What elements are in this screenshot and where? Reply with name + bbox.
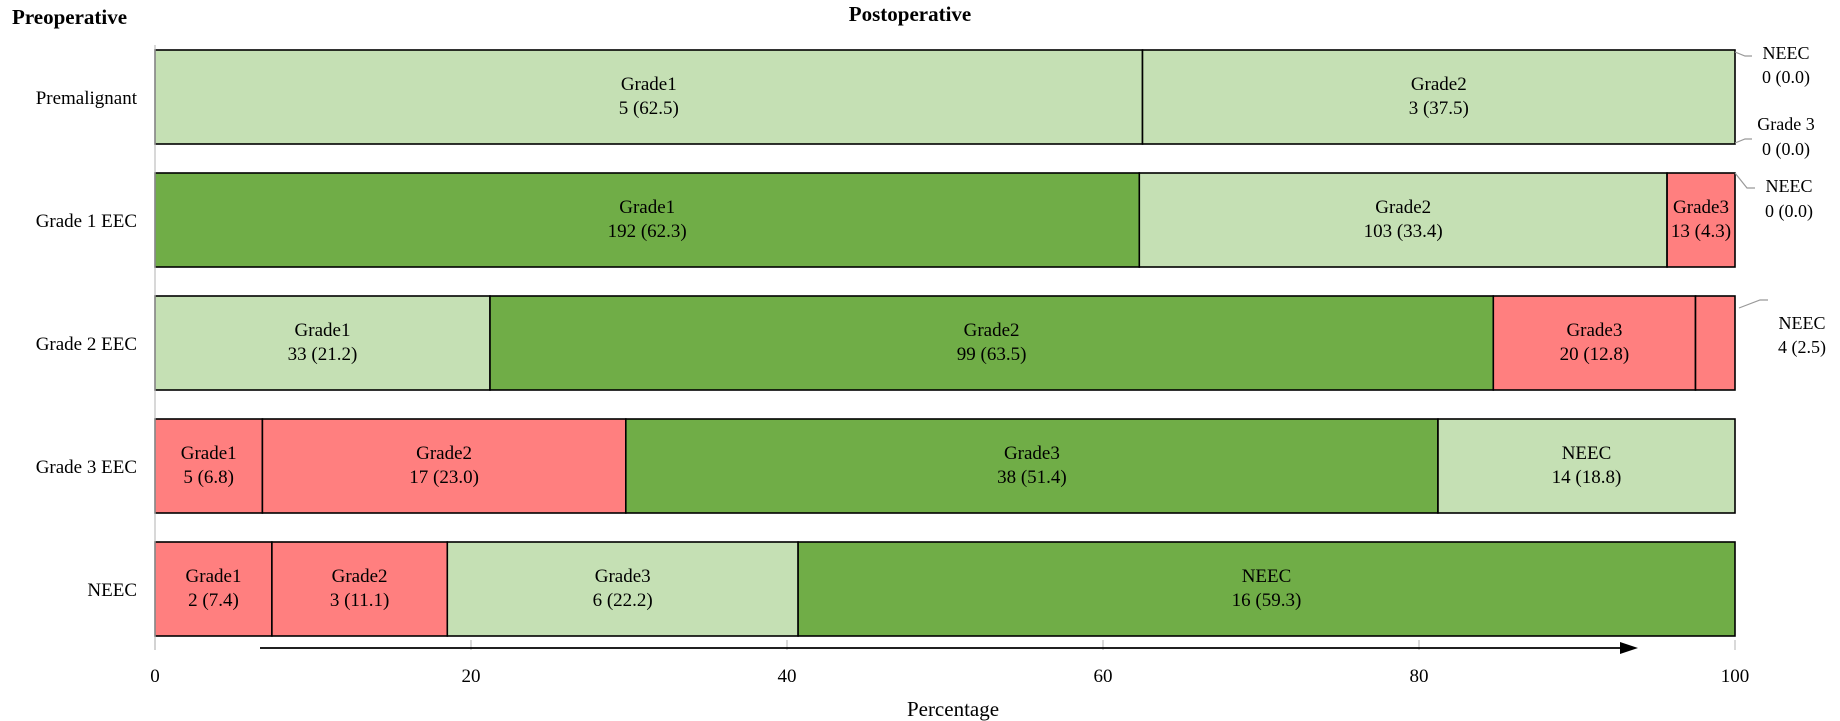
row-label-grade-2-eec: Grade 2 EEC <box>36 334 137 355</box>
segment-value-grade-1-eec-grade3: 13 (4.3) <box>1671 221 1731 242</box>
callout-leader-premalignant-grade-3 <box>1734 138 1752 144</box>
segment-label-neec-grade1: Grade1 <box>186 566 242 587</box>
segment-label-grade-2-eec-grade2: Grade2 <box>964 320 1020 341</box>
segment-value-grade-1-eec-grade1: 192 (62.3) <box>608 221 687 242</box>
segment-value-grade-2-eec-grade3: 20 (12.8) <box>1560 344 1630 365</box>
row-label-grade-3-eec: Grade 3 EEC <box>36 457 137 478</box>
arrow-head-icon <box>1620 642 1638 654</box>
segment-value-grade-3-eec-grade1: 5 (6.8) <box>183 467 234 488</box>
callout-leader-grade-2-eec-neec <box>1738 299 1768 309</box>
segment-label-neec-neec: NEEC <box>1242 566 1292 587</box>
row-label-premalignant: Premalignant <box>36 88 138 109</box>
segment-value-grade-3-eec-grade3: 38 (51.4) <box>997 467 1067 488</box>
x-tick-label-60: 60 <box>1094 666 1113 687</box>
postoperative-header: Postoperative <box>849 2 971 26</box>
segment-label-grade-1-eec-grade3: Grade3 <box>1673 197 1729 218</box>
segment-value-grade-3-eec-neec: 14 (18.8) <box>1552 467 1622 488</box>
callout-label-premalignant-neec: NEEC <box>1763 43 1810 63</box>
bar-segment-grade-2-eec-grade1 <box>154 295 491 391</box>
segment-value-premalignant-grade2: 3 (37.5) <box>1409 98 1469 119</box>
callout-value-premalignant-neec: 0 (0.0) <box>1762 67 1810 88</box>
segment-label-grade-3-eec-grade2: Grade2 <box>416 443 472 464</box>
row-labels-layer: Premalignant Grade 1 EEC Grade 2 EEC Grade … <box>36 88 138 601</box>
segment-value-grade-2-eec-grade2: 99 (63.5) <box>957 344 1027 365</box>
segment-label-grade-2-eec-grade1: Grade1 <box>295 320 351 341</box>
x-tick-label-100: 100 <box>1721 666 1750 687</box>
segment-value-neec-grade2: 3 (11.1) <box>330 590 389 611</box>
bar-segment-neec-neec <box>797 541 1736 637</box>
callout-label-premalignant-grade-3: Grade 3 <box>1757 114 1814 134</box>
segment-label-grade-3-eec-neec: NEEC <box>1562 443 1612 464</box>
segment-value-neec-grade1: 2 (7.4) <box>188 590 239 611</box>
bar-segment-grade-1-eec-grade1 <box>154 172 1141 268</box>
callout-value-grade-1-eec-neec: 0 (0.0) <box>1765 201 1813 222</box>
bar-segment-premalignant-grade2 <box>1141 49 1736 145</box>
bar-segment-grade-2-eec-neec <box>1694 295 1736 391</box>
x-tick-label-40: 40 <box>778 666 797 687</box>
bar-segment-grade-2-eec-grade3 <box>1492 295 1697 391</box>
bar-segment-grade-3-eec-grade1 <box>154 418 264 514</box>
x-axis-title: Percentage <box>907 697 999 721</box>
bar-segment-neec-grade2 <box>271 541 449 637</box>
segment-value-premalignant-grade1: 5 (62.5) <box>619 98 679 119</box>
bar-segment-grade-3-eec-grade2 <box>261 418 627 514</box>
bar-segment-grade-3-eec-grade3 <box>624 418 1439 514</box>
segment-value-grade-1-eec-grade2: 103 (33.4) <box>1364 221 1443 242</box>
bar-segment-neec-grade1 <box>154 541 273 637</box>
segment-value-neec-grade3: 6 (22.2) <box>593 590 653 611</box>
bar-segment-premalignant-grade1 <box>154 49 1144 145</box>
callout-value-grade-2-eec-neec: 4 (2.5) <box>1778 337 1826 358</box>
segment-label-grade-3-eec-grade3: Grade3 <box>1004 443 1060 464</box>
segment-label-premalignant-grade1: Grade1 <box>621 74 677 95</box>
row-label-neec: NEEC <box>87 580 137 601</box>
segment-label-grade-1-eec-grade2: Grade2 <box>1375 197 1431 218</box>
bar-segment-neec-grade3 <box>446 541 799 637</box>
direction-arrow <box>260 642 1638 654</box>
segment-label-grade-3-eec-grade1: Grade1 <box>181 443 237 464</box>
segment-label-grade-1-eec-grade1: Grade1 <box>619 197 675 218</box>
callout-label-grade-1-eec-neec: NEEC <box>1766 176 1813 196</box>
callout-value-premalignant-grade-3: 0 (0.0) <box>1762 139 1810 160</box>
callout-leader-premalignant-neec <box>1734 51 1752 57</box>
bar-segment-grade-2-eec-grade2 <box>489 295 1495 391</box>
segment-label-neec-grade3: Grade3 <box>595 566 651 587</box>
segment-value-grade-3-eec-grade2: 17 (23.0) <box>409 467 479 488</box>
row-label-grade-1-eec: Grade 1 EEC <box>36 211 137 232</box>
x-tick-label-80: 80 <box>1410 666 1429 687</box>
x-tick-label-0: 0 <box>150 666 160 687</box>
preoperative-header: Preoperative <box>12 5 127 29</box>
bars-layer: Grade1 5 (62.5) Grade2 3 (37.5) Grade1 192 (6… <box>154 49 1736 637</box>
segment-label-neec-grade2: Grade2 <box>332 566 388 587</box>
segment-label-grade-2-eec-grade3: Grade3 <box>1566 320 1622 341</box>
x-tick-label-20: 20 <box>462 666 481 687</box>
segment-value-neec-neec: 16 (59.3) <box>1232 590 1302 611</box>
callouts-layer: NEEC 0 (0.0) Grade 3 0 (0.0) NEEC 0 (0.0) NEEC… <box>1734 43 1826 358</box>
segment-label-premalignant-grade2: Grade2 <box>1411 74 1467 95</box>
bar-segment-grade-3-eec-neec <box>1437 418 1736 514</box>
bar-segment-grade-1-eec-grade2 <box>1138 172 1668 268</box>
callout-leader-grade-1-eec-neec <box>1734 172 1755 189</box>
callout-label-grade-2-eec-neec: NEEC <box>1779 313 1826 333</box>
segment-value-grade-2-eec-grade1: 33 (21.2) <box>288 344 358 365</box>
bar-segment-grade-1-eec-grade3 <box>1666 172 1736 268</box>
